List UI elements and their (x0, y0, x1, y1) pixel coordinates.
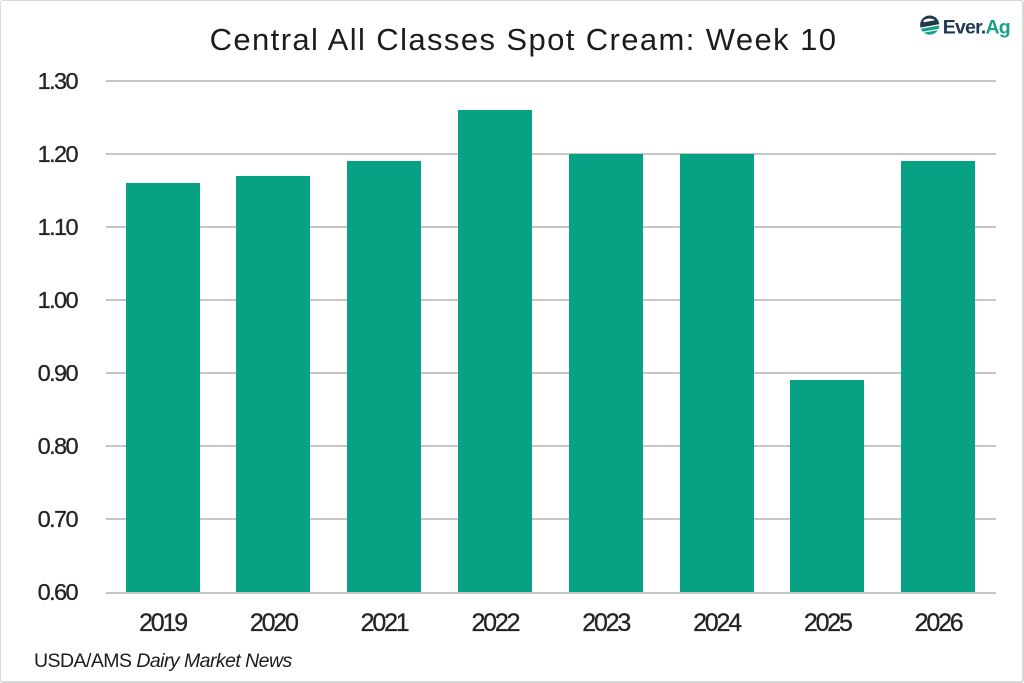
svg-text:Ever.Ag: Ever.Ag (943, 16, 1010, 38)
